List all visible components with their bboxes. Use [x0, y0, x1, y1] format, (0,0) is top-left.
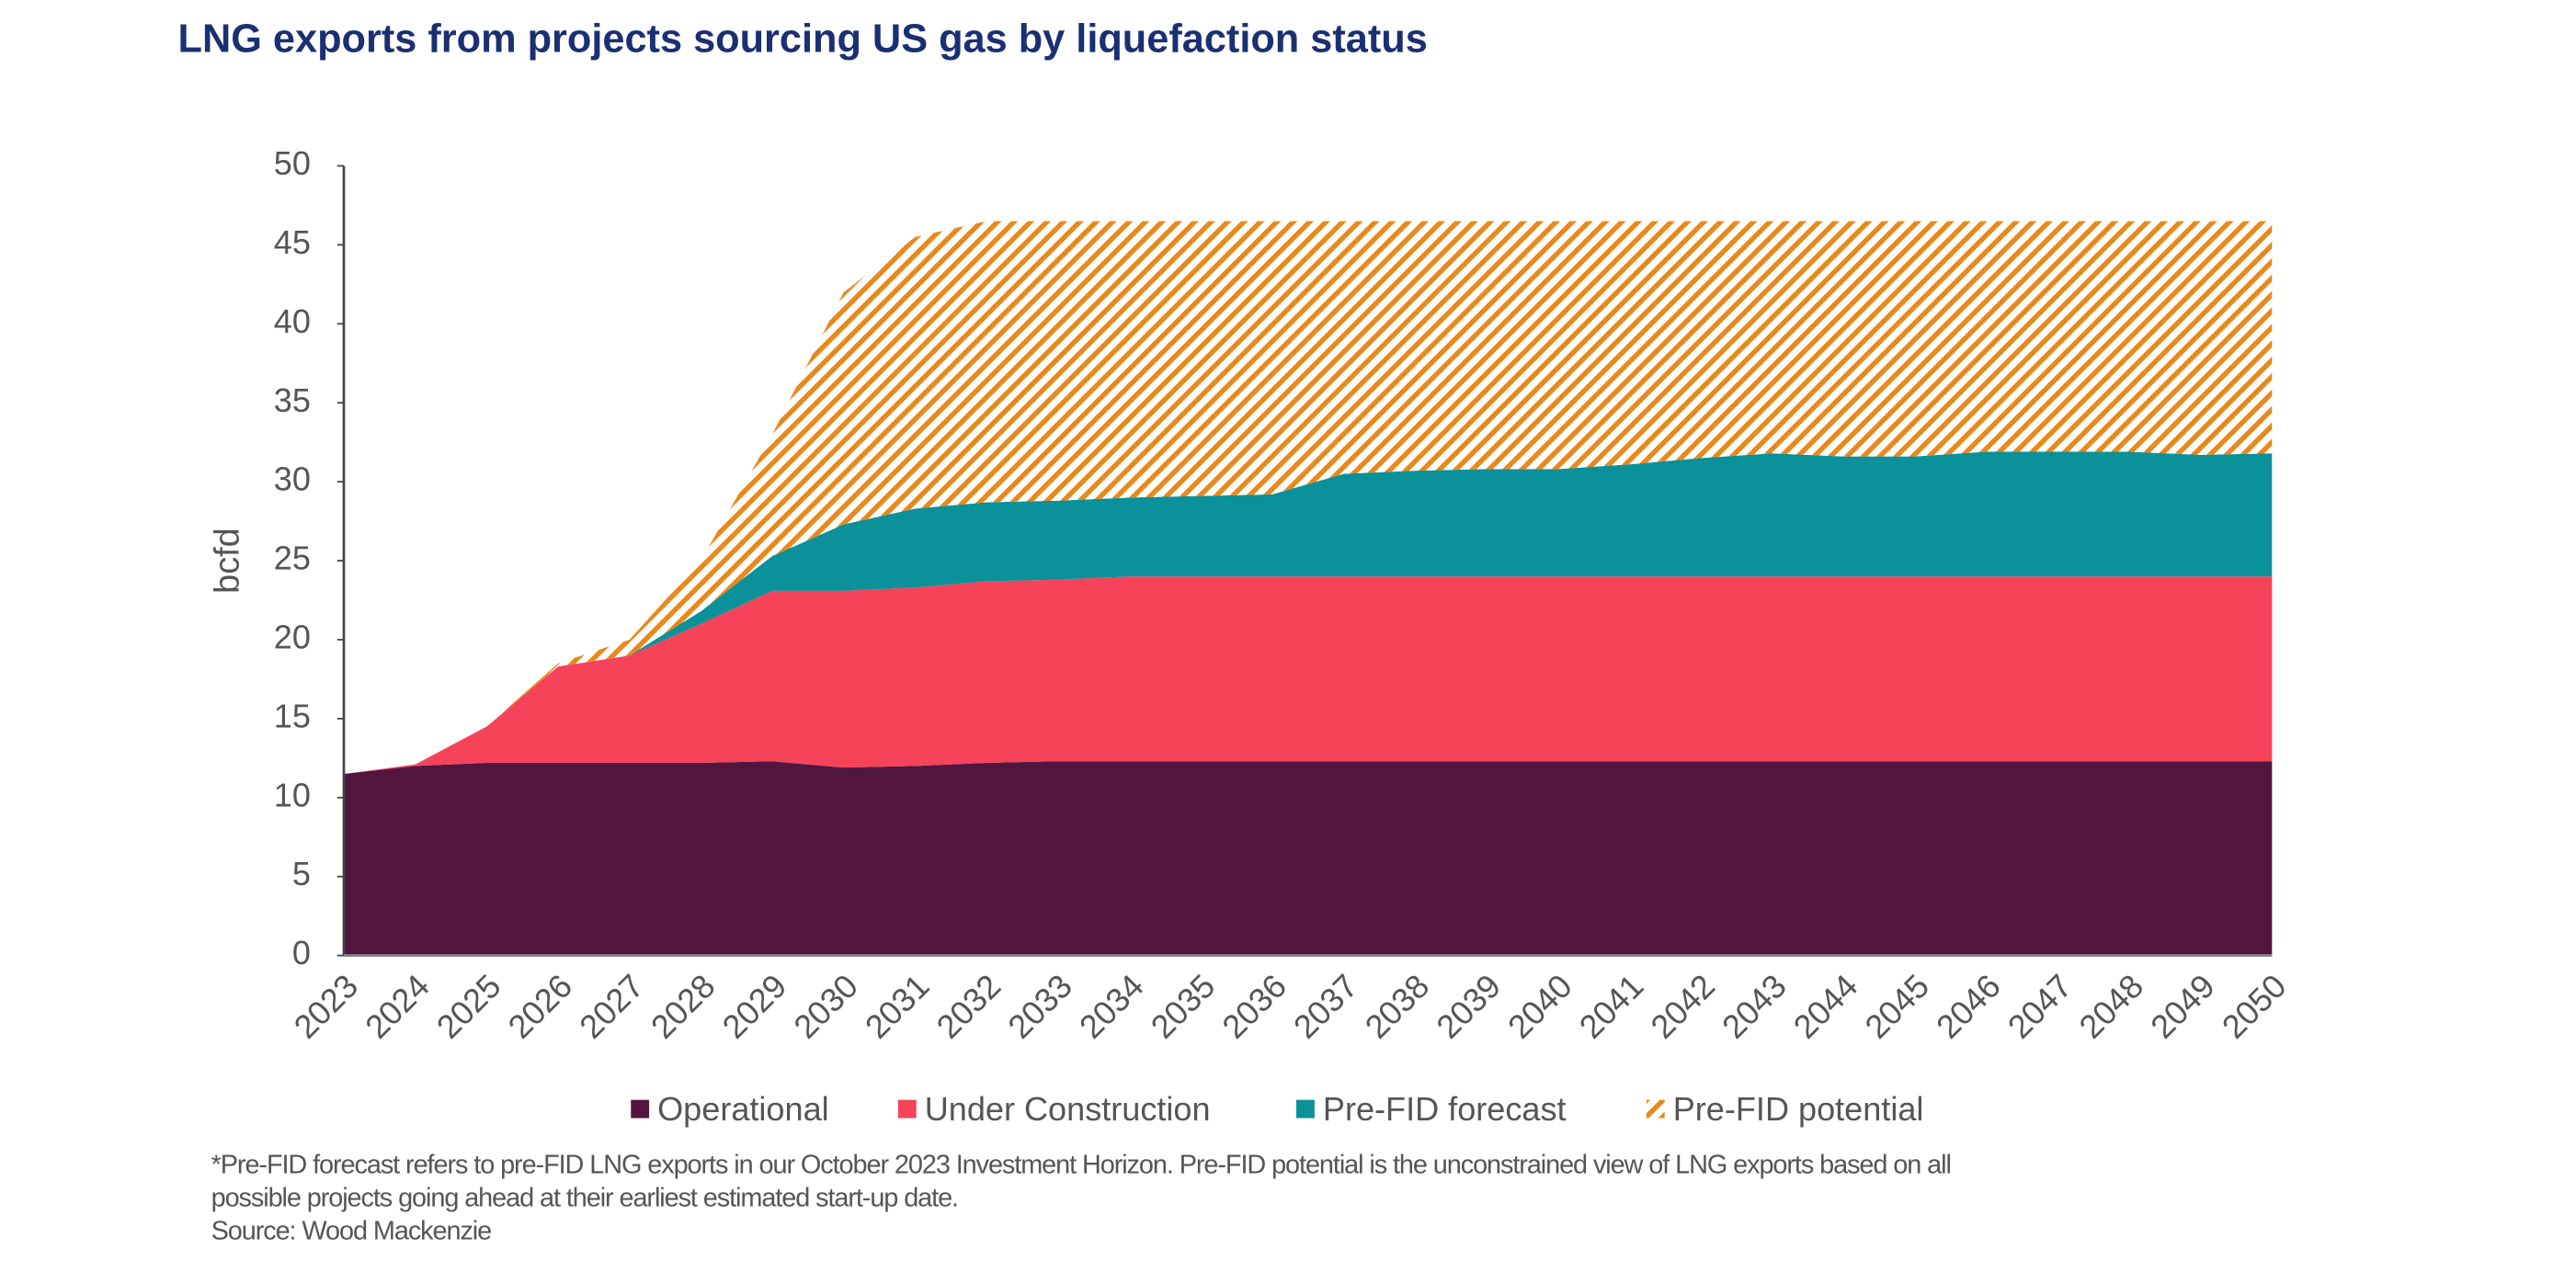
legend-item: Operational [631, 1090, 829, 1128]
y-tick-label: 5 [292, 855, 311, 892]
y-tick-label: 30 [274, 460, 311, 498]
x-tick-label: 2025 [429, 967, 508, 1046]
x-tick-label: 2034 [1072, 967, 1151, 1046]
legend-label: Pre-FID forecast [1323, 1090, 1567, 1128]
x-tick-label: 2033 [1000, 967, 1079, 1046]
area [344, 576, 2273, 775]
x-tick-label: 2039 [1429, 967, 1508, 1046]
y-tick-label: 10 [274, 776, 311, 813]
x-tick-label: 2049 [2143, 967, 2222, 1046]
y-tick-label: 35 [274, 381, 311, 419]
footnote: possible projects going ahead at their e… [211, 1184, 958, 1213]
y-tick-label: 45 [274, 223, 311, 261]
legend-swatch [1296, 1099, 1315, 1119]
footnote: Source: Wood Mackenzie [211, 1217, 492, 1246]
area [344, 761, 2273, 956]
area [344, 221, 2273, 775]
x-tick-label: 2042 [1643, 967, 1722, 1046]
x-tick-label: 2038 [1358, 967, 1437, 1046]
x-tick-label: 2037 [1286, 967, 1365, 1046]
x-tick-label: 2043 [1715, 967, 1794, 1046]
x-tick-label: 2024 [358, 967, 437, 1046]
x-tick-label: 2032 [929, 967, 1009, 1046]
legend-label: Operational [657, 1090, 829, 1128]
legend-item: Pre-FID potential [1646, 1090, 1924, 1128]
chart-title: LNG exports from projects sourcing US ga… [178, 17, 1428, 62]
x-tick-label: 2046 [1929, 967, 2008, 1046]
legend-label: Under Construction [925, 1090, 1211, 1128]
legend-swatch [897, 1099, 917, 1119]
area [344, 451, 2273, 775]
x-tick-label: 2044 [1786, 967, 1865, 1046]
legend-item: Under Construction [897, 1090, 1211, 1128]
legend-swatch [1646, 1099, 1665, 1119]
x-tick-label: 2028 [644, 967, 723, 1046]
x-tick-label: 2026 [501, 967, 580, 1046]
x-tick-label: 2045 [1857, 967, 1936, 1046]
x-tick-label: 2041 [1572, 967, 1651, 1046]
y-tick-label: 25 [274, 540, 311, 577]
legend-swatch [631, 1099, 650, 1119]
y-tick-label: 20 [274, 619, 311, 656]
x-tick-label: 2027 [572, 967, 651, 1046]
y-tick-label: 50 [274, 144, 311, 182]
x-tick-label: 2047 [2000, 967, 2080, 1046]
x-tick-label: 2036 [1214, 967, 1294, 1046]
x-tick-label: 2035 [1144, 967, 1223, 1046]
legend-label: Pre-FID potential [1673, 1090, 1924, 1128]
x-tick-label: 2029 [715, 967, 794, 1046]
y-tick-label: 0 [292, 934, 311, 972]
footnote: *Pre-FID forecast refers to pre-FID LNG … [211, 1150, 1951, 1179]
y-axis-label: bcfd [208, 528, 246, 594]
legend-item: Pre-FID forecast [1296, 1090, 1567, 1128]
x-tick-label: 2050 [2215, 967, 2294, 1046]
x-tick-label: 2031 [858, 967, 937, 1046]
y-tick-label: 15 [274, 697, 311, 734]
x-tick-label: 2048 [2071, 967, 2150, 1046]
y-tick-label: 40 [274, 302, 311, 340]
x-tick-label: 2030 [786, 967, 865, 1046]
x-tick-label: 2040 [1500, 967, 1579, 1046]
x-tick-label: 2023 [286, 967, 365, 1046]
